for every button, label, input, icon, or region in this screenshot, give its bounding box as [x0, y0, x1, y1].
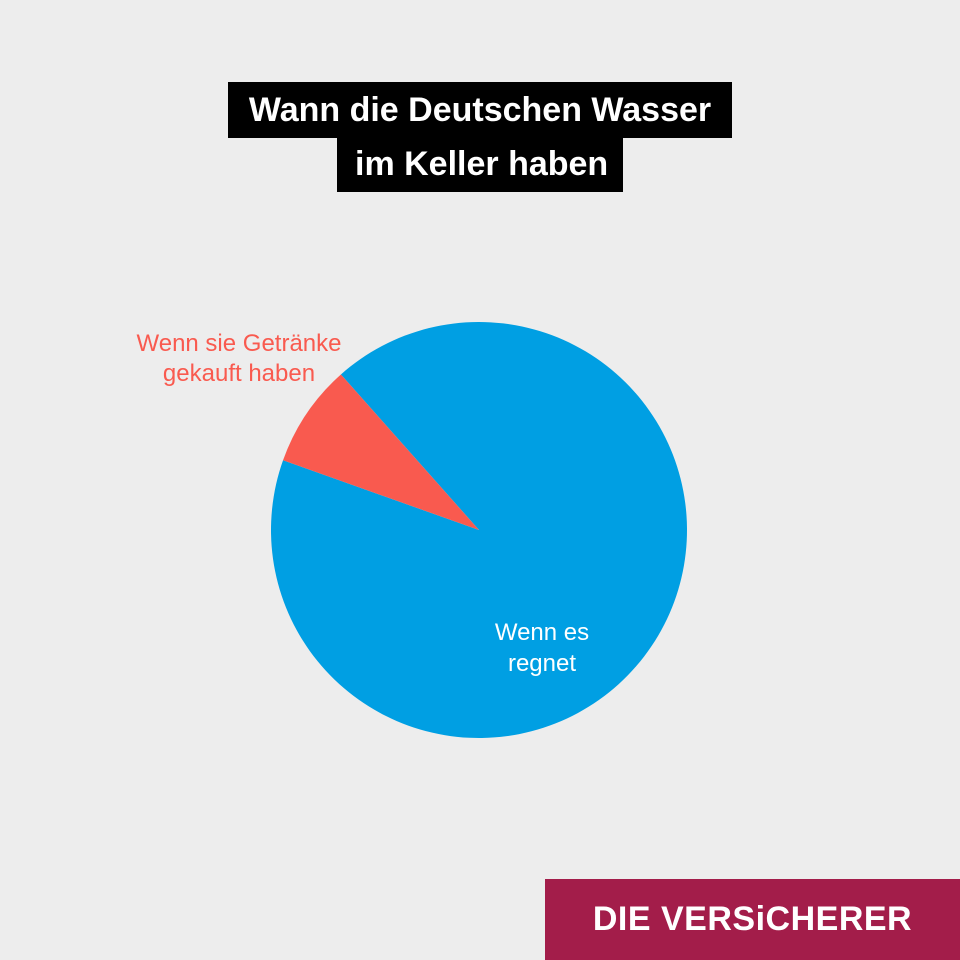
chart-title-line-2: im Keller haben — [337, 136, 623, 192]
pie-slice-getraenke — [283, 374, 479, 530]
slice-label-regnet: Wenn es regnet — [495, 619, 589, 677]
slice-label-getraenke: Wenn sie Getränke gekauft haben — [137, 330, 342, 387]
chart-title: Wann die Deutschen Wasser im Keller habe… — [0, 82, 960, 192]
chart-title-line-1: Wann die Deutschen Wasser — [228, 82, 732, 138]
brand-logo: DIE VERSiCHERER — [545, 879, 960, 960]
